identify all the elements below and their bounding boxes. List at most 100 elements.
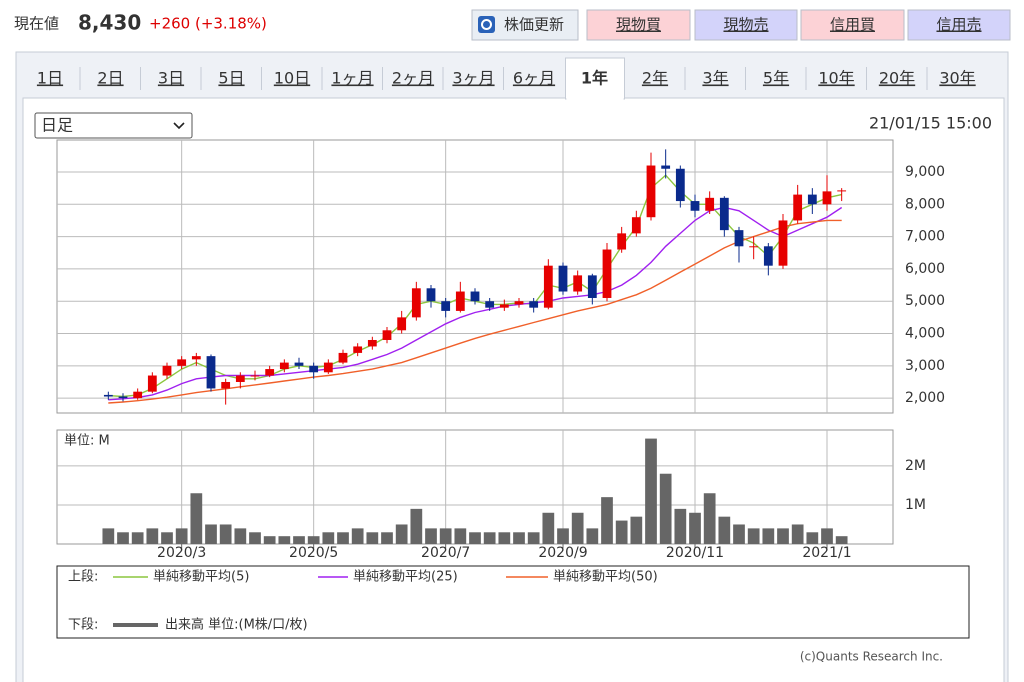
copyright: (c)Quants Research Inc.: [800, 650, 943, 664]
volume-bar: [571, 512, 584, 544]
tab[interactable]: 2ヶ月: [392, 69, 434, 88]
select-value[interactable]: 日足: [41, 116, 73, 135]
candle-body: [177, 359, 187, 366]
volume-bar: [615, 520, 628, 544]
tab[interactable]: 2日: [97, 69, 123, 88]
button[interactable]: [694, 9, 798, 41]
candle-body: [133, 391, 143, 399]
y-tick-label: 7,000: [905, 229, 945, 245]
price-change: +260 (+3.18%): [149, 15, 267, 33]
x-tick-label: 2020/11: [666, 545, 724, 561]
candle-body: [162, 365, 172, 376]
tab[interactable]: 2年: [642, 69, 668, 88]
refresh-icon[interactable]: [478, 16, 495, 33]
candle-body: [543, 265, 553, 308]
volume-bar: [483, 532, 496, 544]
tab[interactable]: 20年: [879, 69, 915, 88]
legend-entry: 単純移動平均(25): [353, 569, 458, 585]
candle-body: [807, 194, 817, 205]
button-label[interactable]: 信用買: [830, 16, 875, 34]
volume-bar: [674, 508, 687, 544]
volume-bar: [175, 528, 188, 544]
tab[interactable]: 1日: [37, 69, 63, 88]
tab[interactable]: 3年: [702, 69, 728, 88]
tab-selected[interactable]: [565, 57, 625, 100]
tab[interactable]: 1ヶ月: [331, 69, 373, 88]
candle-body: [617, 233, 627, 250]
tab[interactable]: 10年: [818, 69, 854, 88]
volume-bar: [542, 512, 555, 544]
volume-bar: [689, 512, 701, 544]
volume-bar: [131, 532, 144, 544]
tab[interactable]: 6ヶ月: [513, 69, 555, 88]
legend-group: 下段:: [68, 618, 98, 633]
y-tick-label: 3,000: [905, 358, 945, 374]
tab[interactable]: 30年: [939, 69, 975, 88]
y-tick-label: 9,000: [905, 164, 945, 180]
y-tick-label: 8,000: [905, 196, 945, 212]
tab[interactable]: 3日: [158, 69, 184, 88]
tab[interactable]: 10日: [274, 69, 310, 88]
button[interactable]: [586, 9, 691, 41]
candle-body: [602, 249, 612, 298]
tab[interactable]: 3ヶ月: [452, 69, 494, 88]
button-label[interactable]: 株価更新: [504, 16, 564, 34]
volume-bar: [777, 528, 789, 544]
price: 8,430: [78, 11, 141, 35]
candle-body: [455, 291, 465, 311]
legend-box: [56, 565, 970, 639]
volume-bar: [835, 536, 848, 544]
candle-body: [426, 288, 436, 302]
plot-area: [56, 139, 894, 414]
y-tick-label: 2M: [905, 458, 926, 474]
legend-entry: 単純移動平均(5): [153, 569, 249, 585]
button-label[interactable]: 現物買: [616, 16, 661, 34]
candle-body: [382, 330, 392, 340]
volume-bar: [278, 536, 291, 544]
candle-body: [118, 396, 128, 399]
ma-line: [108, 206, 843, 401]
candle-body: [235, 375, 245, 382]
button-label[interactable]: 信用売: [936, 16, 981, 34]
volume-bar: [205, 524, 217, 544]
volume-bar: [337, 532, 349, 544]
candle-body: [514, 301, 524, 305]
candle-body: [631, 217, 641, 234]
button-label[interactable]: 現物売: [723, 16, 768, 34]
volume-bar: [366, 532, 379, 544]
candle-body: [719, 197, 729, 231]
button[interactable]: [800, 9, 905, 41]
candle-body: [646, 165, 656, 218]
candle-body: [103, 394, 113, 397]
candle-body: [749, 246, 759, 248]
tab[interactable]: 1年: [581, 69, 608, 88]
volume-bar: [498, 532, 511, 544]
period-select[interactable]: [34, 112, 193, 139]
candle-body: [250, 375, 260, 377]
volume-bar: [190, 493, 203, 544]
tab[interactable]: 5年: [763, 69, 789, 88]
plot-area: [56, 429, 894, 545]
volume-bar: [161, 532, 173, 544]
candle-body: [323, 362, 333, 373]
volume-bar: [351, 528, 364, 544]
button[interactable]: [907, 9, 1011, 41]
volume-bar: [469, 532, 481, 544]
y-tick-label: 5,000: [905, 293, 945, 309]
volume-bar: [410, 508, 423, 544]
x-tick-label: 2020/3: [157, 545, 206, 561]
volume-bar: [425, 528, 437, 544]
volume-bar: [601, 497, 613, 544]
legend-group: 上段:: [68, 570, 98, 585]
volume-bar: [791, 524, 804, 544]
refresh-glyph[interactable]: [481, 19, 492, 30]
candle-body: [367, 339, 377, 347]
y-tick-label: 1M: [905, 497, 926, 513]
candle-body: [675, 168, 685, 202]
candle-body: [338, 352, 348, 363]
volume-bar: [733, 524, 745, 544]
tab[interactable]: 5日: [218, 69, 244, 88]
volume-bar: [381, 532, 393, 544]
candle-body: [690, 201, 700, 211]
volume-bar: [659, 473, 672, 544]
